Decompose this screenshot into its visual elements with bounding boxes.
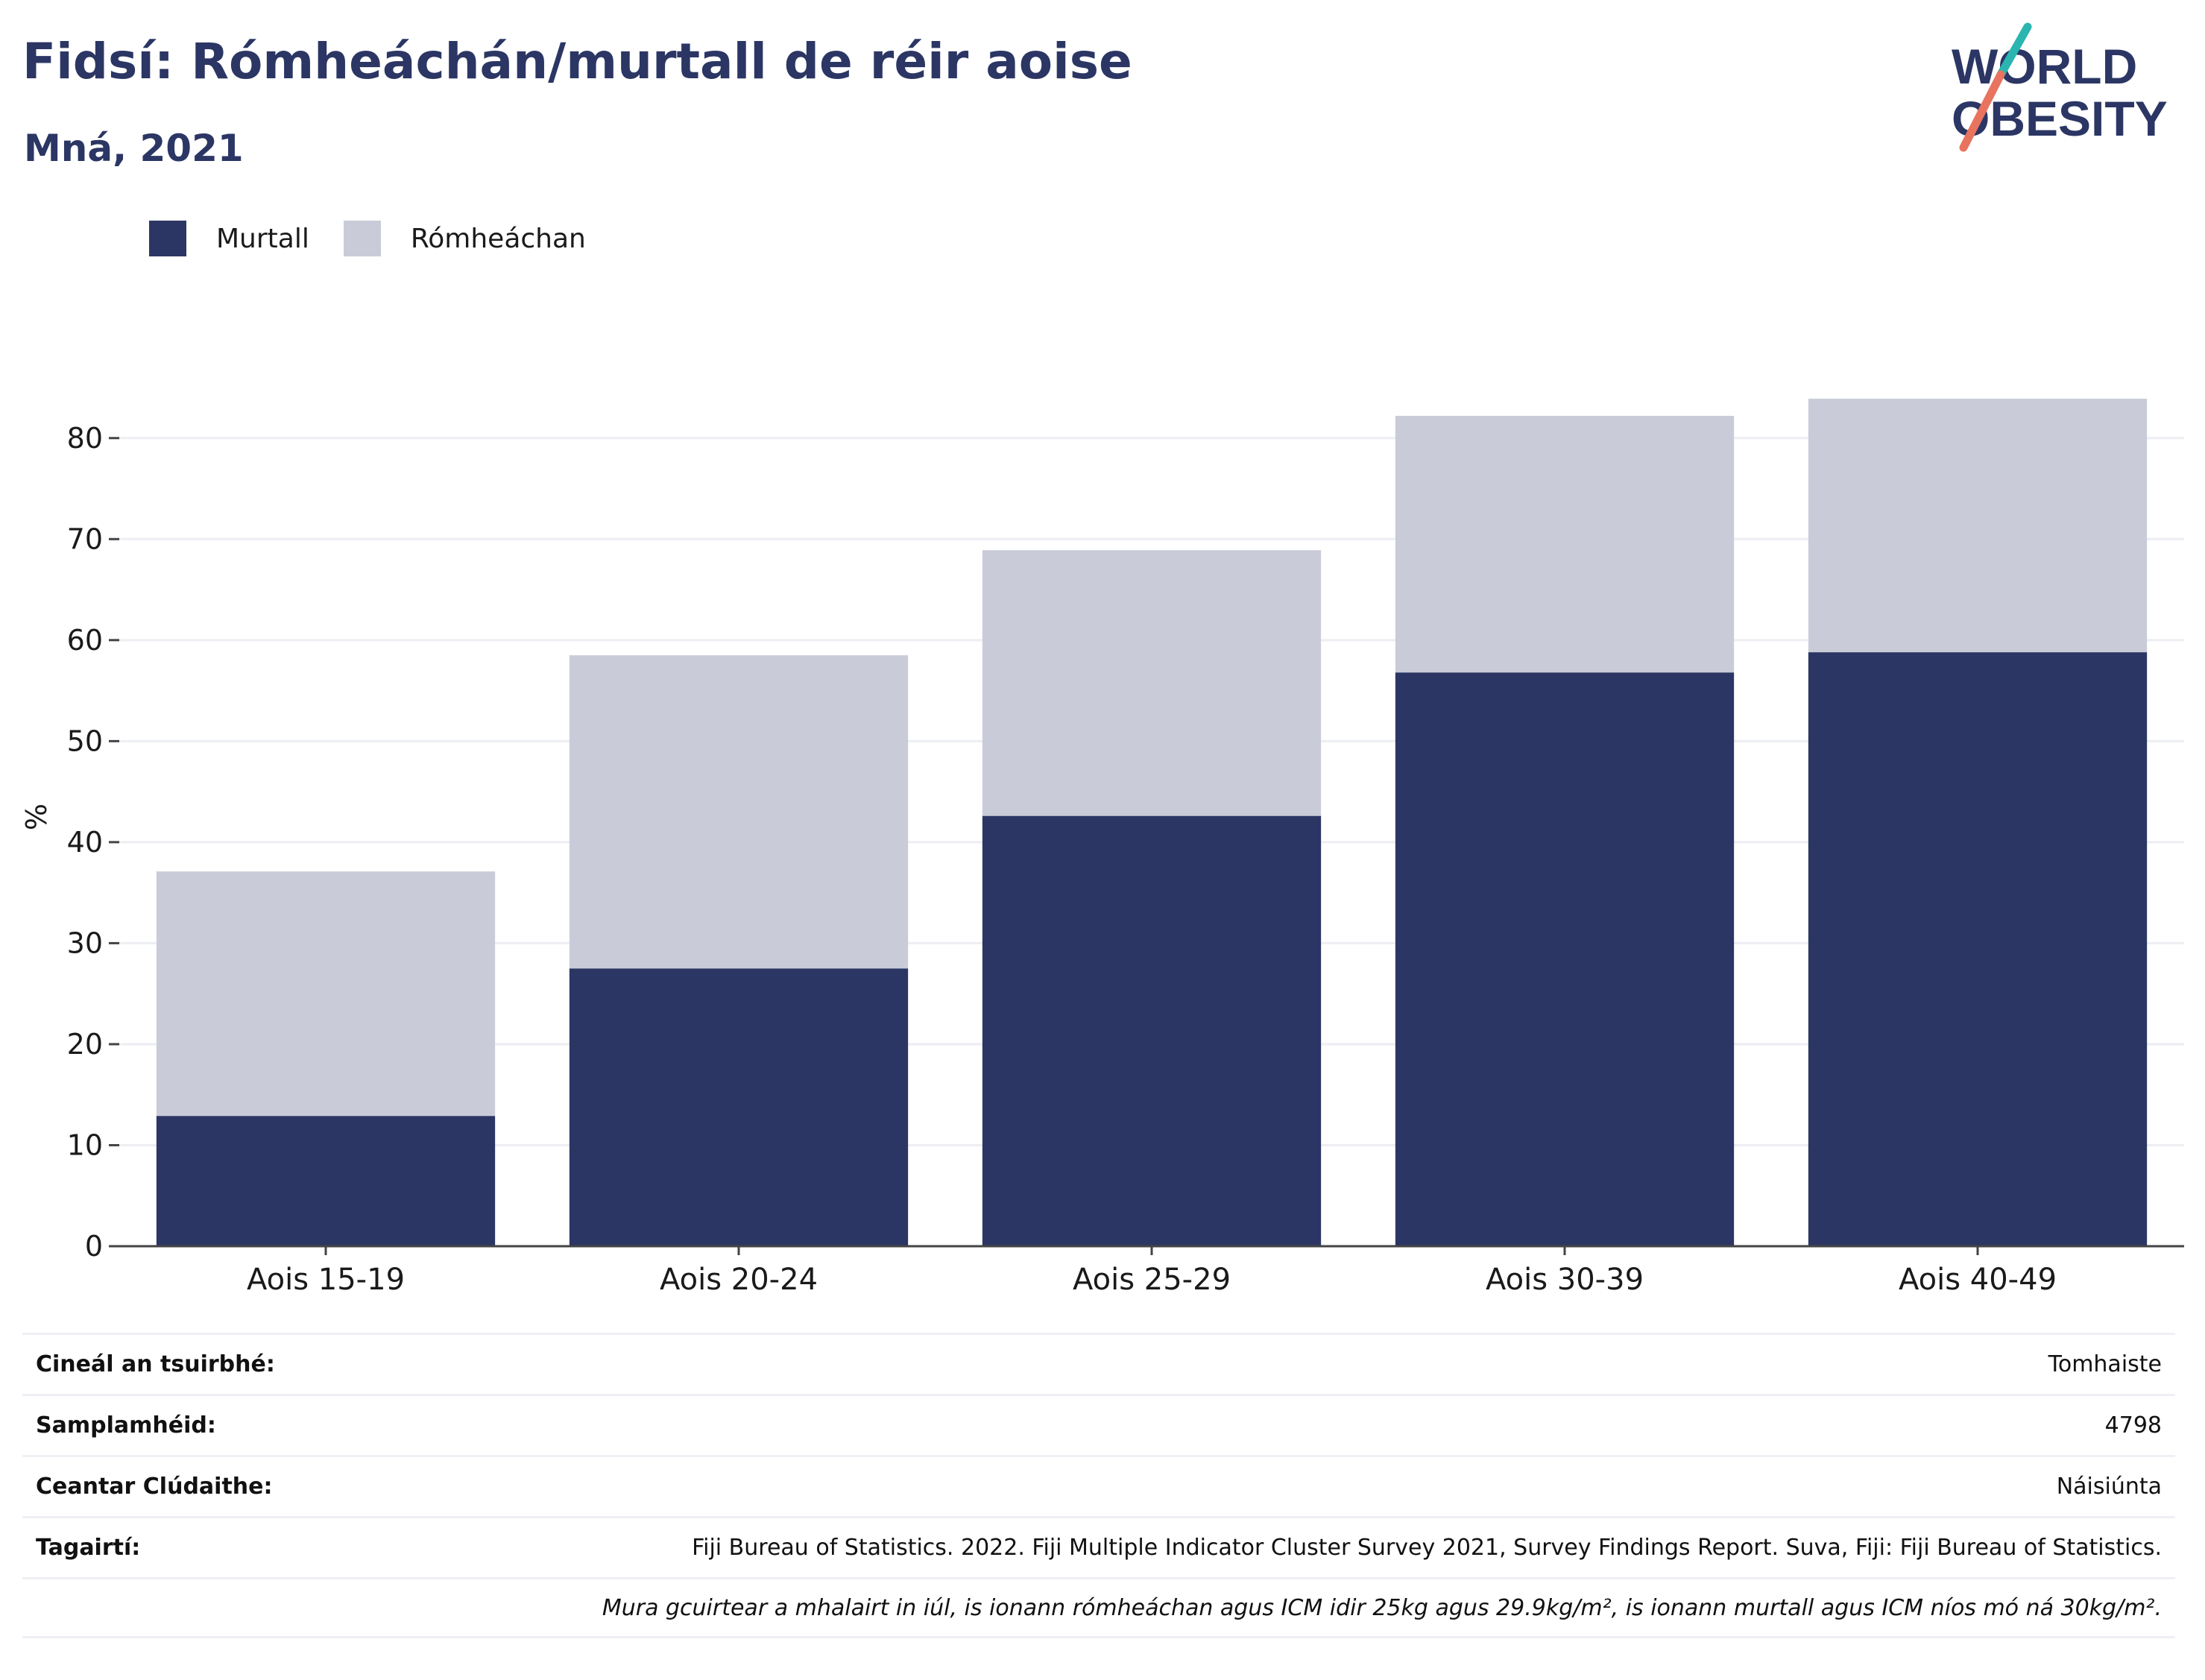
- x-axis-ticks: Aois 15-19 Aois 20-24 Aois 25-29 Aois 30-39…: [247, 1246, 2057, 1297]
- info-value: 4798: [2104, 1412, 2162, 1439]
- info-key: Tagairtí:: [36, 1535, 141, 1561]
- info-row-references: Tagairtí: Fiji Bureau of Statistics. 202…: [22, 1516, 2175, 1577]
- y-axis-label: %: [20, 803, 53, 830]
- y-tick-label: 10: [67, 1128, 103, 1161]
- bar-r-mhe-chan-4: [1808, 398, 2148, 653]
- legend-item-murtall[interactable]: Murtall: [149, 221, 309, 256]
- x-tick-label: Aois 20-24: [660, 1263, 818, 1297]
- info-row-area-covered: Ceantar Clúdaithe: Náisiúnta: [22, 1455, 2175, 1516]
- chart-subtitle: Mná, 2021: [24, 127, 244, 170]
- info-row-footnote: Mura gcuirtear a mhalairt in iúl, is ion…: [22, 1577, 2175, 1638]
- info-key: Ceantar Clúdaithe:: [36, 1474, 273, 1500]
- y-tick-label: 60: [67, 624, 103, 657]
- footnote: Mura gcuirtear a mhalairt in iúl, is ion…: [602, 1594, 2162, 1621]
- logo-line-1: WORLD: [1952, 39, 2137, 94]
- y-tick-label: 20: [67, 1028, 103, 1061]
- logo-accent-coral: [1959, 70, 2005, 152]
- y-tick-label: 50: [67, 724, 103, 757]
- bar-r-mhe-chan-1: [569, 655, 909, 969]
- bar-r-mhe-chan-3: [1395, 415, 1735, 673]
- bar-murtall-2: [982, 815, 1322, 1246]
- info-key: Samplamhéid:: [36, 1412, 216, 1439]
- info-value: Tomhaiste: [2048, 1351, 2162, 1377]
- info-value: Náisiúnta: [2056, 1474, 2162, 1500]
- bar-r-mhe-chan-0: [156, 871, 496, 1117]
- y-tick-label: 80: [67, 422, 103, 455]
- x-tick-label: Aois 25-29: [1073, 1263, 1231, 1297]
- survey-info-table: Cineál an tsuirbhé: Tomhaiste Samplamhéi…: [22, 1333, 2175, 1638]
- legend-label-romheachan: Rómheáchan: [410, 223, 586, 254]
- legend-item-romheachan[interactable]: Rómheáchan: [343, 221, 586, 256]
- x-tick-label: Aois 30-39: [1486, 1263, 1644, 1297]
- x-tick-label: Aois 15-19: [247, 1263, 405, 1297]
- info-row-survey-type: Cineál an tsuirbhé: Tomhaiste: [22, 1333, 2175, 1394]
- world-obesity-logo: WORLD OBESITY: [1952, 22, 2168, 152]
- bar-murtall-0: [156, 1116, 496, 1246]
- legend-swatch-romheachan: [343, 221, 381, 256]
- x-tick-label: Aois 40-49: [1899, 1263, 2057, 1297]
- y-tick-label: 40: [67, 826, 103, 859]
- y-tick-label: 30: [67, 926, 103, 959]
- legend-label-murtall: Murtall: [216, 223, 309, 254]
- bar-murtall-1: [569, 968, 909, 1246]
- info-row-sample-size: Samplamhéid: 4798: [22, 1394, 2175, 1455]
- bar-murtall-3: [1395, 672, 1735, 1246]
- bars: [156, 398, 2148, 1246]
- bar-murtall-4: [1808, 652, 2148, 1246]
- chart-title: Fidsí: Rómheáchán/murtall de réir aoise: [22, 33, 1132, 90]
- legend-swatch-murtall: [149, 221, 186, 256]
- info-value: Fiji Bureau of Statistics. 2022. Fiji Mu…: [692, 1535, 2162, 1561]
- info-key: Cineál an tsuirbhé:: [36, 1351, 275, 1377]
- chart-legend: Murtall Rómheáchan: [149, 221, 620, 256]
- y-tick-label: 0: [85, 1230, 103, 1263]
- bar-r-mhe-chan-2: [982, 550, 1322, 816]
- logo-accent-teal: [1996, 22, 2032, 79]
- y-tick-label: 70: [67, 522, 103, 555]
- y-axis-ticks: 0 10 20 30 40 50 60 70 80: [67, 422, 119, 1263]
